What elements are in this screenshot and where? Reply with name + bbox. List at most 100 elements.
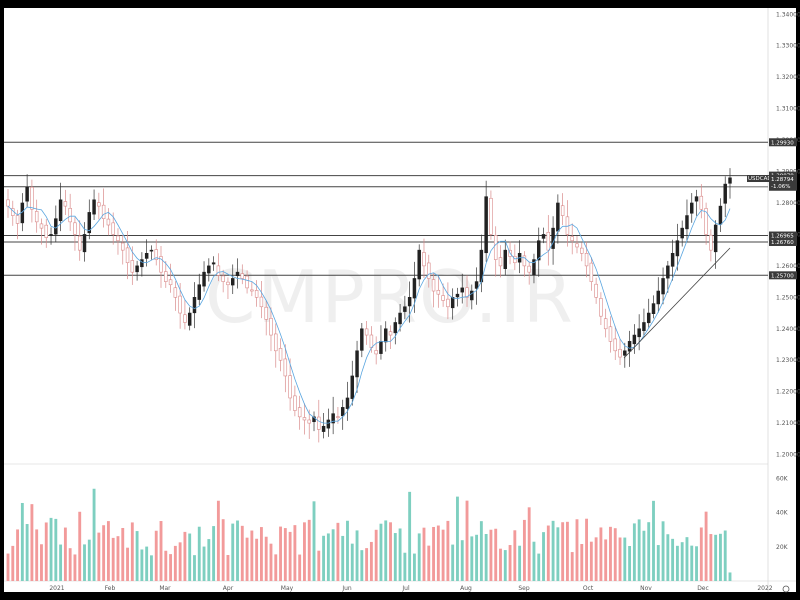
candle[interactable] (388, 331, 393, 336)
candle[interactable] (178, 295, 182, 314)
candle[interactable] (44, 224, 48, 238)
candle[interactable] (580, 247, 584, 254)
candle[interactable] (594, 283, 598, 298)
candle[interactable] (144, 252, 149, 259)
candle[interactable] (149, 249, 154, 252)
candle[interactable] (259, 296, 264, 308)
candle[interactable] (450, 297, 455, 309)
candle[interactable] (455, 293, 460, 298)
candle[interactable] (116, 235, 120, 242)
candle[interactable] (546, 231, 551, 251)
candle[interactable] (666, 265, 670, 279)
candle[interactable] (92, 199, 96, 215)
candle[interactable] (111, 222, 115, 235)
candle[interactable] (532, 259, 536, 275)
candle[interactable] (321, 425, 326, 432)
candle[interactable] (522, 255, 527, 267)
candle[interactable] (350, 375, 354, 399)
candle[interactable] (527, 265, 531, 273)
candle[interactable] (283, 358, 288, 377)
candle[interactable] (704, 208, 708, 235)
candle[interactable] (226, 281, 230, 286)
candle[interactable] (646, 312, 651, 324)
candle[interactable] (240, 273, 245, 279)
candle[interactable] (63, 201, 68, 207)
candle[interactable] (264, 306, 268, 320)
candle[interactable] (154, 249, 158, 260)
candle[interactable] (623, 350, 627, 356)
candle[interactable] (254, 290, 259, 298)
candle[interactable] (427, 262, 431, 279)
candle[interactable] (637, 328, 641, 338)
candle[interactable] (340, 407, 345, 417)
candle[interactable] (379, 341, 383, 354)
candle[interactable] (446, 298, 450, 308)
candle[interactable] (197, 284, 201, 300)
candle[interactable] (680, 227, 684, 239)
candle[interactable] (168, 279, 173, 286)
candle[interactable] (513, 256, 517, 264)
candle[interactable] (49, 234, 53, 236)
candle[interactable] (336, 416, 340, 418)
candle[interactable] (694, 196, 699, 202)
candle[interactable] (25, 186, 29, 202)
candle[interactable] (221, 275, 225, 282)
candle[interactable] (570, 236, 574, 242)
candle[interactable] (97, 202, 101, 207)
candle[interactable] (498, 257, 503, 267)
candle[interactable] (274, 333, 278, 352)
candle[interactable] (230, 278, 235, 286)
candle[interactable] (34, 211, 39, 223)
candle[interactable] (556, 202, 560, 232)
candle[interactable] (278, 348, 283, 361)
candle[interactable] (436, 289, 441, 295)
candle[interactable] (101, 204, 106, 220)
candle[interactable] (82, 234, 87, 253)
candle[interactable] (130, 260, 135, 273)
candle[interactable] (164, 271, 168, 282)
candle[interactable] (690, 202, 694, 214)
candle[interactable] (211, 262, 216, 265)
candle[interactable] (302, 417, 307, 421)
candle[interactable] (493, 235, 498, 260)
candle[interactable] (121, 242, 125, 251)
candle[interactable] (613, 338, 617, 352)
candle[interactable] (125, 247, 130, 264)
candle[interactable] (317, 416, 321, 430)
candle[interactable] (73, 222, 77, 235)
candle[interactable] (30, 186, 34, 210)
candle[interactable] (728, 177, 732, 184)
candle[interactable] (202, 271, 206, 287)
candle[interactable] (269, 318, 273, 336)
candle[interactable] (355, 350, 359, 378)
candle[interactable] (77, 235, 82, 251)
candle[interactable] (54, 218, 58, 235)
candle[interactable] (369, 334, 374, 348)
candle[interactable] (135, 265, 139, 273)
candle[interactable] (431, 279, 436, 292)
candle[interactable] (403, 306, 407, 312)
candle[interactable] (140, 259, 144, 268)
candle[interactable] (651, 303, 656, 314)
candle[interactable] (393, 322, 398, 334)
candle[interactable] (87, 212, 92, 234)
candle[interactable] (345, 397, 350, 409)
candle[interactable] (560, 205, 565, 216)
candle[interactable] (718, 205, 723, 225)
candle[interactable] (15, 215, 20, 224)
candle[interactable] (474, 281, 479, 289)
candle[interactable] (627, 341, 632, 352)
candle[interactable] (68, 208, 72, 223)
candle[interactable] (39, 223, 44, 229)
candle[interactable] (489, 197, 493, 235)
candle[interactable] (288, 375, 292, 399)
candle[interactable] (709, 234, 713, 251)
candle[interactable] (187, 312, 192, 326)
candle[interactable] (713, 224, 718, 253)
candle[interactable] (58, 199, 63, 222)
settings-gear-icon[interactable] (782, 585, 790, 593)
candle[interactable] (422, 252, 426, 267)
candle[interactable] (216, 265, 221, 276)
candle[interactable] (465, 287, 469, 298)
